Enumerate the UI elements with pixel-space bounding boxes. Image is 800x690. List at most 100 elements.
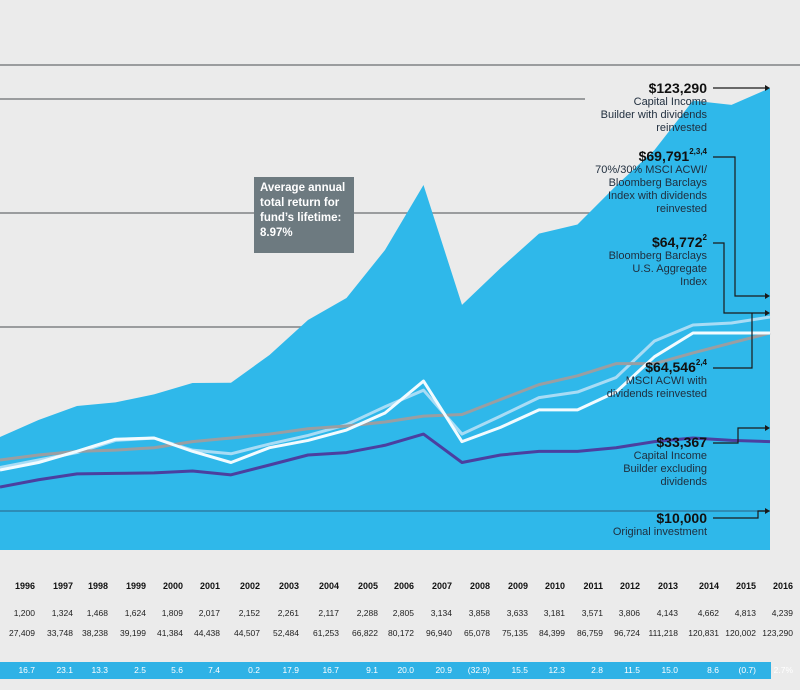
total-value: 84,399 [539,628,565,638]
end-label-text: Capital Income [633,96,707,108]
dividends-value: 4,143 [656,608,678,618]
end-label-text: dividends [660,476,707,488]
year-label: 2010 [544,581,565,591]
end-value: $33,367 [656,434,707,450]
arrow-icon [765,508,770,514]
total-value: 39,199 [120,628,146,638]
label-cib-dividends-reinvested: $123,290 Capital Income Builder with divid… [601,80,707,135]
end-label-text: Index [680,276,707,288]
leader-line [713,427,768,444]
year-label: 2004 [318,581,339,591]
annual-return: 20.9 [435,665,452,675]
arrow-icon [765,310,770,316]
end-label-text: Builder excluding [623,463,707,475]
year-label: 2014 [698,581,719,591]
total-value: 33,748 [47,628,73,638]
end-value: $64,5462,4 [645,358,707,376]
annual-return: 0.2 [248,665,260,675]
callout-value: 8.97% [260,227,293,239]
end-label-text: U.S. Aggregate [632,263,707,275]
total-value: 123,290 [762,628,793,638]
annual-return: 11.5 [624,665,640,675]
annual-return: 20.0 [397,665,414,675]
dividends-value: 1,624 [124,608,146,618]
total-value: 96,940 [426,628,452,638]
arrow-icon [765,85,770,91]
year-label: 2003 [278,581,299,591]
annual-return: 5.6 [171,665,183,675]
annual-return: 9.1 [366,665,378,675]
area-cib-dividends-reinvested [0,88,770,550]
arrow-icon [765,293,770,299]
total-value: 80,172 [388,628,414,638]
year-label: 2016 [772,581,793,591]
end-label-text: dividends reinvested [606,388,707,400]
line-cib-excluding-dividends [0,432,771,489]
leader-line [713,313,753,369]
end-label-text: Bloomberg Barclays [608,177,707,189]
label-cib-excluding-dividends: $33,367 Capital Income Builder excluding di… [623,434,707,489]
annual-return: 2.7% [773,665,793,675]
dividends-value: 2,152 [238,608,260,618]
total-value: 66,822 [352,628,378,638]
footnote-ref: 2,4 [695,358,707,367]
label-original-investment: $10,000 Original investment [613,510,707,539]
annual-return: 7.4 [208,665,220,675]
year-label: 2000 [162,581,183,591]
year-label: 2008 [469,581,490,591]
year-label: 1999 [125,581,146,591]
callout-line: fund’s lifetime: [260,212,342,224]
arrow-icon [765,425,770,431]
label-msci-acwi: $64,5462,4 MSCI ACWI with dividends reinve… [607,359,707,401]
total-value: 44,438 [194,628,220,638]
annual-return: (0.7) [738,665,756,675]
return-band [0,662,771,679]
total-value: 120,002 [725,628,756,638]
dividends-value: 1,324 [51,608,73,618]
leader-line [713,156,768,297]
annual-return: 15.0 [661,665,678,675]
dividends-value: 3,858 [468,608,490,618]
dividends-value: 3,134 [430,608,452,618]
dividends-value: 4,662 [697,608,719,618]
dividends-value: 4,239 [771,608,793,618]
annual-return: 12.3 [548,665,565,675]
leader-line [713,510,768,519]
total-value: 41,384 [157,628,183,638]
callout-line: Average annual [260,182,346,194]
annual-return: 23.1 [56,665,73,675]
annual-return: 15.5 [511,665,528,675]
total-value: 75,135 [502,628,528,638]
total-value: 96,724 [614,628,640,638]
year-label: 2001 [199,581,220,591]
annual-return: 2.5 [134,665,146,675]
dividends-value: 3,181 [543,608,565,618]
lifetime-return-callout: Average annual total return for fund’s l… [254,177,354,253]
annual-return: (32.9) [467,665,490,675]
end-value: $64,7722 [651,233,707,251]
total-value: 65,078 [464,628,490,638]
total-value: 86,759 [577,628,603,638]
year-label: 1996 [14,581,35,591]
annual-return: 16.7 [322,665,339,675]
end-label-text: Original investment [612,526,707,538]
dividends-value: 2,117 [318,608,339,618]
footnote-ref: 2,3,4 [689,147,707,156]
year-label: 2011 [583,581,603,591]
year-label: 1998 [87,581,108,591]
dividends-value: 2,261 [277,608,299,618]
end-label-text: 70%/30% MSCI ACWI/ [595,164,707,176]
total-value: 52,484 [273,628,299,638]
end-label-text: MSCI ACWI with [625,375,707,387]
annual-return: 8.6 [707,665,719,675]
end-label-text: reinvested [656,122,707,134]
callout-line: total return for [260,197,340,209]
annual-return: 2.8 [591,665,603,675]
dividends-value: 2,288 [356,608,378,618]
leader-line [713,242,768,314]
annual-return: 17.9 [282,665,299,675]
dividends-value: 3,633 [506,608,528,618]
year-label: 2007 [431,581,452,591]
line-bloomberg-aggregate [0,331,771,462]
total-value: 111,218 [648,628,678,638]
